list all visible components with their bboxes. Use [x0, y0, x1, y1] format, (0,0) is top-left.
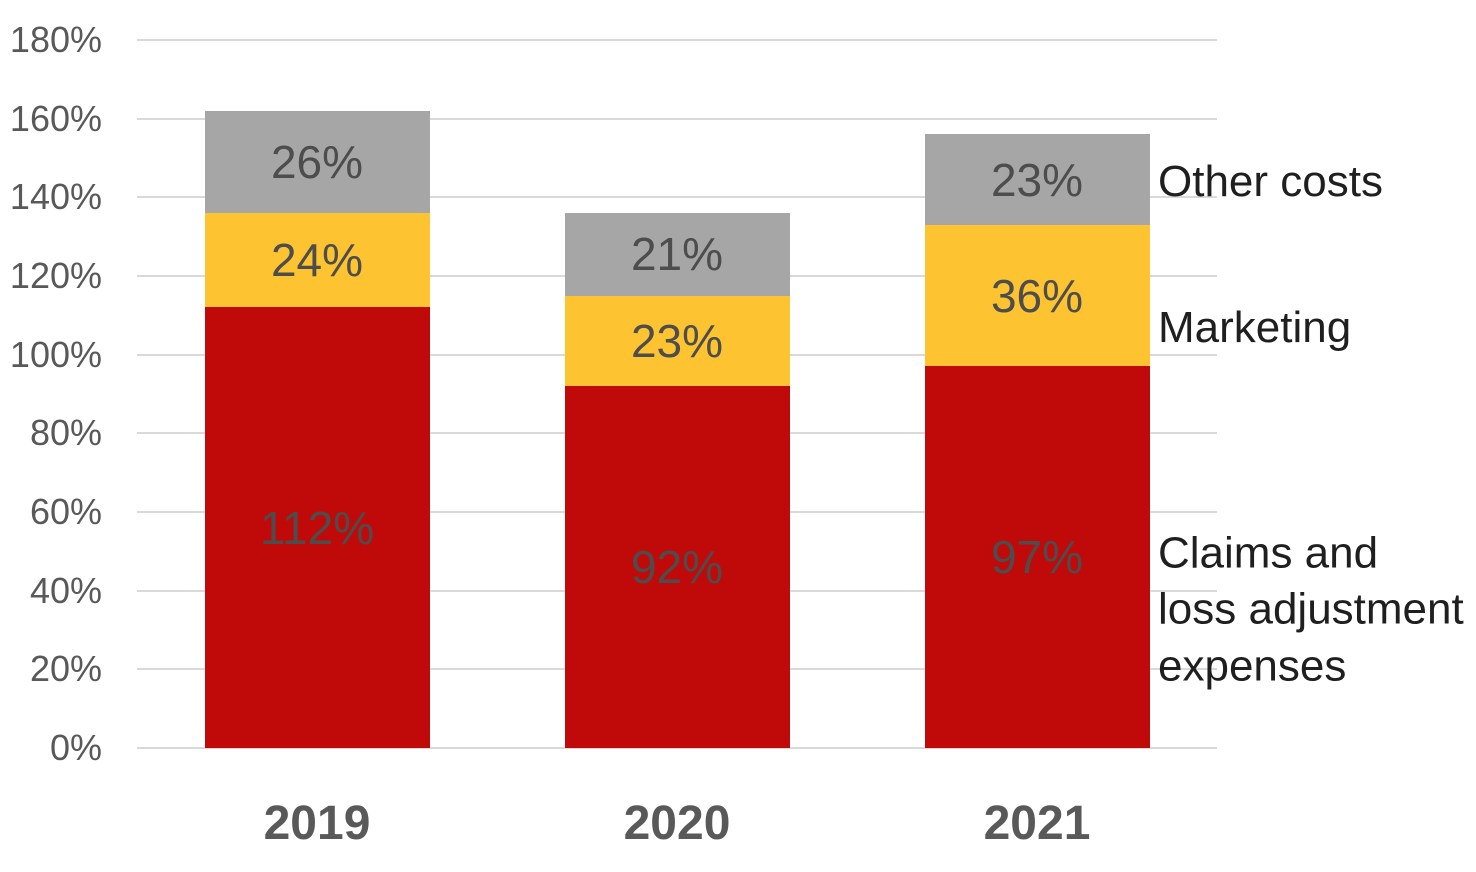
segment-2021-marketing: 36%: [924, 224, 1150, 367]
gridline: [137, 747, 1217, 749]
series-label-other-costs: Other costs: [1158, 156, 1383, 206]
segment-value-label: 112%: [259, 501, 375, 554]
gridline: [137, 117, 1217, 120]
segment-2020-other-costs: 21%: [564, 213, 790, 296]
y-axis-tick-label: 180%: [9, 19, 102, 60]
x-axis-category-label: 2020: [623, 797, 731, 850]
gridline: [137, 39, 1217, 41]
segment-value-label: 23%: [990, 153, 1084, 206]
segment-value-label: 92%: [630, 541, 724, 594]
segment-2021-other-costs: 23%: [924, 134, 1150, 225]
series-label-marketing: Marketing: [1158, 302, 1352, 352]
y-axis-tick-label: 40%: [29, 569, 102, 611]
segment-2019-other-costs: 26%: [204, 110, 430, 214]
y-axis-tick-label: 0%: [49, 727, 102, 768]
segment-value-label: 21%: [630, 228, 724, 281]
y-axis-tick-label: 140%: [9, 176, 102, 218]
y-axis: 0% 20% 40% 60% 80% 100% 120% 140% 160% 180%: [0, 19, 102, 768]
bar-2021: 97% 36% 23%: [924, 134, 1150, 748]
segment-value-label: 97%: [990, 531, 1084, 584]
y-axis-tick-label: 120%: [9, 255, 102, 296]
x-axis-category-label: 2021: [983, 797, 1091, 850]
plot-area: 112% 24% 26% 92% 23% 21% 97% 36% 23%: [137, 39, 1217, 749]
segment-value-label: 26%: [270, 135, 364, 188]
segment-2019-claims-and: 112%: [204, 307, 430, 748]
segment-2019-marketing: 24%: [204, 213, 430, 308]
segment-value-label: 23%: [630, 314, 724, 367]
gridline: [137, 196, 1217, 199]
segment-value-label: 24%: [270, 234, 364, 287]
x-axis: 2019 2020 2021: [137, 796, 1217, 856]
bar-2020: 92% 23% 21%: [564, 213, 790, 748]
segment-2020-claims-and: 92%: [564, 386, 790, 748]
segment-2020-marketing: 23%: [564, 295, 790, 387]
series-labels: Other costs Marketing Claims and loss adju…: [1158, 0, 1476, 872]
y-axis-tick-label: 80%: [29, 412, 102, 454]
x-axis-category-label: 2019: [263, 797, 371, 850]
y-axis-tick-label: 160%: [9, 97, 102, 139]
bar-2019: 112% 24% 26%: [204, 110, 430, 748]
segment-2021-claims-and: 97%: [924, 366, 1150, 748]
segment-value-label: 36%: [990, 269, 1084, 322]
y-axis-tick-label: 60%: [29, 491, 102, 532]
y-axis-tick-label: 100%: [9, 333, 102, 375]
series-label-claims-and: Claims and loss adjustment expenses: [1158, 528, 1464, 691]
y-axis-tick-label: 20%: [29, 648, 102, 690]
